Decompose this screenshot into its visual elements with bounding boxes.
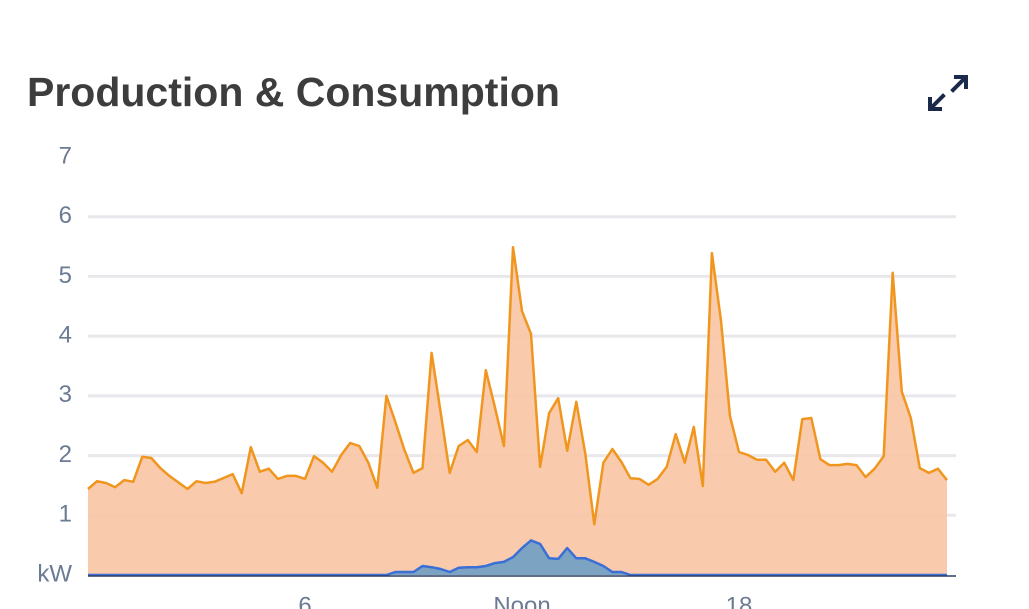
y-tick-label: 1: [59, 501, 72, 528]
y-tick-label: 4: [59, 321, 72, 348]
y-tick-label: 5: [59, 262, 72, 289]
y-tick-label: 7: [59, 142, 72, 169]
chart-title: Production & Consumption: [27, 69, 560, 115]
y-tick-label: kW: [37, 560, 72, 587]
series-line: [88, 539, 947, 577]
area-fill: [88, 540, 947, 575]
series-line: [87, 245, 948, 526]
area-fill: [88, 247, 947, 575]
y-tick-label: 6: [59, 202, 72, 229]
expand-icon[interactable]: [928, 75, 968, 111]
y-tick-label: 3: [59, 381, 72, 408]
x-tick-label: Noon: [493, 592, 550, 609]
x-tick-label: 6: [298, 592, 311, 609]
y-tick-label: 2: [59, 441, 72, 468]
plot: kW 1 2 3 4 5 6 7 6 Noon 18: [37, 142, 956, 609]
expand-arrow: [928, 93, 946, 111]
x-tick-label: 18: [726, 592, 753, 609]
expand-arrow: [950, 75, 968, 93]
